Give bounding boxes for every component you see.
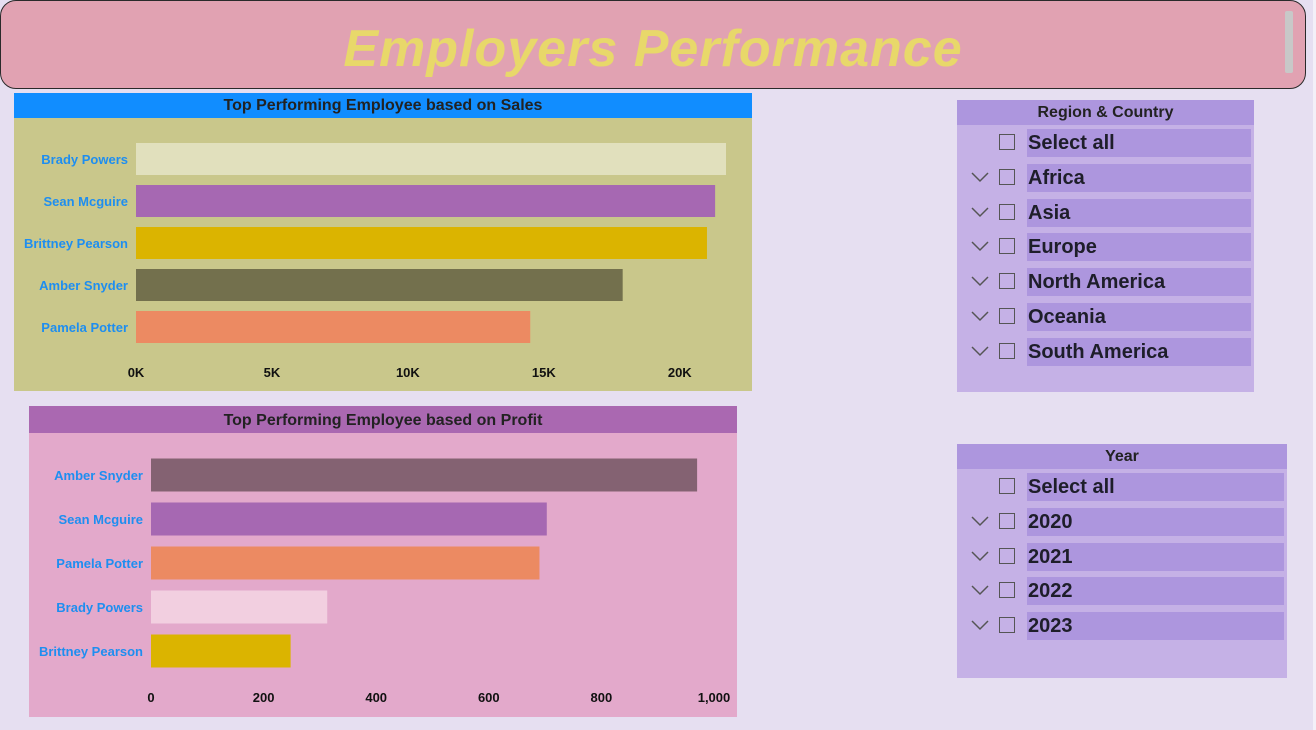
region-item-label: Select all [1027, 129, 1251, 157]
year-item-label: 2022 [1027, 577, 1284, 606]
region-item-label: Europe [1027, 233, 1251, 262]
region-item-asia[interactable]: Asia [957, 198, 1254, 229]
profit-category-label: Brittney Pearson [39, 644, 143, 659]
sales-category-label: Brittney Pearson [24, 236, 128, 251]
profit-tick-label: 400 [365, 690, 387, 705]
page-title: Employers Performance [343, 20, 963, 78]
profit-bar[interactable] [151, 458, 698, 492]
chevron-down-icon[interactable] [971, 344, 989, 356]
year-slicer-title: Year [957, 444, 1287, 469]
chevron-down-icon[interactable] [971, 309, 989, 322]
year-checkbox[interactable] [999, 478, 1015, 494]
region-item-africa[interactable]: Africa [957, 163, 1254, 194]
profit-header-bar [29, 406, 737, 433]
sales-tick-label: 15K [532, 365, 556, 380]
profit-category-label: Sean Mcguire [58, 512, 143, 527]
sales-bar[interactable] [136, 143, 726, 175]
chevron-down-icon[interactable] [971, 583, 989, 596]
year-item-2021[interactable]: 2021 [957, 542, 1287, 573]
region-checkbox[interactable] [999, 273, 1015, 290]
chevron-down-icon[interactable] [971, 514, 989, 526]
sales-bar[interactable] [136, 227, 707, 259]
title-scrollbar[interactable] [1285, 11, 1293, 73]
sales-tick-label: 10K [396, 365, 420, 380]
year-slicer[interactable]: Year Select all 2020 2021 2022 2023 [957, 444, 1287, 678]
year-checkbox[interactable] [999, 582, 1015, 599]
region-checkbox[interactable] [999, 342, 1015, 359]
region-item-select-all[interactable]: Select all [957, 129, 1254, 159]
year-checkbox[interactable] [999, 617, 1015, 634]
profit-tick-label: 600 [478, 690, 500, 705]
sales-chart[interactable]: Top Performing Employee based on Sales Br… [14, 93, 752, 391]
sales-bar[interactable] [136, 311, 531, 343]
sales-bar[interactable] [136, 269, 623, 301]
region-country-slicer[interactable]: Region & Country Select all Africa Asia Eur… [957, 100, 1254, 392]
right-edge [1313, 0, 1316, 730]
sales-bar[interactable] [136, 185, 716, 217]
chevron-down-icon[interactable] [971, 239, 989, 252]
chevron-down-icon[interactable] [971, 170, 989, 182]
sales-header-bar [14, 93, 752, 118]
year-item-label: 2021 [1027, 542, 1284, 571]
year-item-select-all[interactable]: Select all [957, 473, 1287, 503]
year-item-label: Select all [1027, 473, 1284, 501]
year-item-2020[interactable]: 2020 [957, 507, 1287, 538]
region-checkbox[interactable] [999, 238, 1015, 255]
year-item-label: 2020 [1027, 507, 1284, 536]
profit-title: Top Performing Employee based on Profit [224, 412, 544, 429]
region-item-label: Asia [1027, 198, 1251, 227]
profit-category-label: Pamela Potter [56, 556, 143, 571]
region-checkbox[interactable] [999, 203, 1015, 220]
sales-category-label: Pamela Potter [41, 320, 128, 335]
region-item-label: North America [1027, 268, 1251, 297]
region-checkbox[interactable] [999, 308, 1015, 324]
sales-tick-label: 20K [668, 365, 692, 380]
profit-bar[interactable] [151, 634, 291, 668]
title-bar: Employers Performance [0, 0, 1306, 89]
profit-bar[interactable] [151, 502, 547, 536]
region-item-south-america[interactable]: South America [957, 337, 1254, 368]
region-item-label: Africa [1027, 163, 1251, 192]
sales-chart-svg: Top Performing Employee based on Sales Br… [14, 93, 752, 391]
year-item-label: 2023 [1027, 612, 1284, 641]
sales-title: Top Performing Employee based on Sales [224, 97, 543, 114]
year-checkbox[interactable] [999, 547, 1015, 564]
profit-bar[interactable] [151, 546, 540, 580]
profit-chart[interactable]: Top Performing Employee based on Profit A… [29, 406, 737, 717]
sales-category-label: Amber Snyder [39, 278, 128, 293]
year-item-2023[interactable]: 2023 [957, 612, 1287, 642]
region-item-label: South America [1027, 337, 1251, 366]
profit-tick-label: 1,000 [698, 690, 731, 705]
profit-tick-label: 0 [147, 690, 154, 705]
sales-category-label: Sean Mcguire [43, 194, 128, 209]
region-checkbox[interactable] [999, 134, 1015, 150]
profit-category-label: Brady Powers [56, 600, 143, 615]
region-checkbox[interactable] [999, 168, 1015, 185]
sales-tick-label: 5K [264, 365, 281, 380]
region-slicer-title: Region & Country [957, 100, 1254, 125]
chevron-down-icon[interactable] [971, 274, 989, 287]
region-item-label: Oceania [1027, 303, 1251, 331]
profit-tick-label: 800 [591, 690, 613, 705]
profit-tick-label: 200 [253, 690, 275, 705]
chevron-down-icon[interactable] [971, 205, 989, 217]
chevron-down-icon[interactable] [971, 549, 989, 561]
sales-tick-label: 0K [128, 365, 145, 380]
profit-chart-svg: Top Performing Employee based on Profit A… [29, 406, 737, 717]
profit-bar[interactable] [151, 590, 328, 624]
region-item-europe[interactable]: Europe [957, 233, 1254, 263]
chevron-down-icon[interactable] [971, 618, 989, 631]
sales-category-label: Brady Powers [41, 152, 128, 167]
region-item-north-america[interactable]: North America [957, 268, 1254, 298]
year-item-2022[interactable]: 2022 [957, 577, 1287, 607]
profit-category-label: Amber Snyder [54, 468, 143, 483]
region-item-oceania[interactable]: Oceania [957, 303, 1254, 333]
year-checkbox[interactable] [999, 512, 1015, 529]
